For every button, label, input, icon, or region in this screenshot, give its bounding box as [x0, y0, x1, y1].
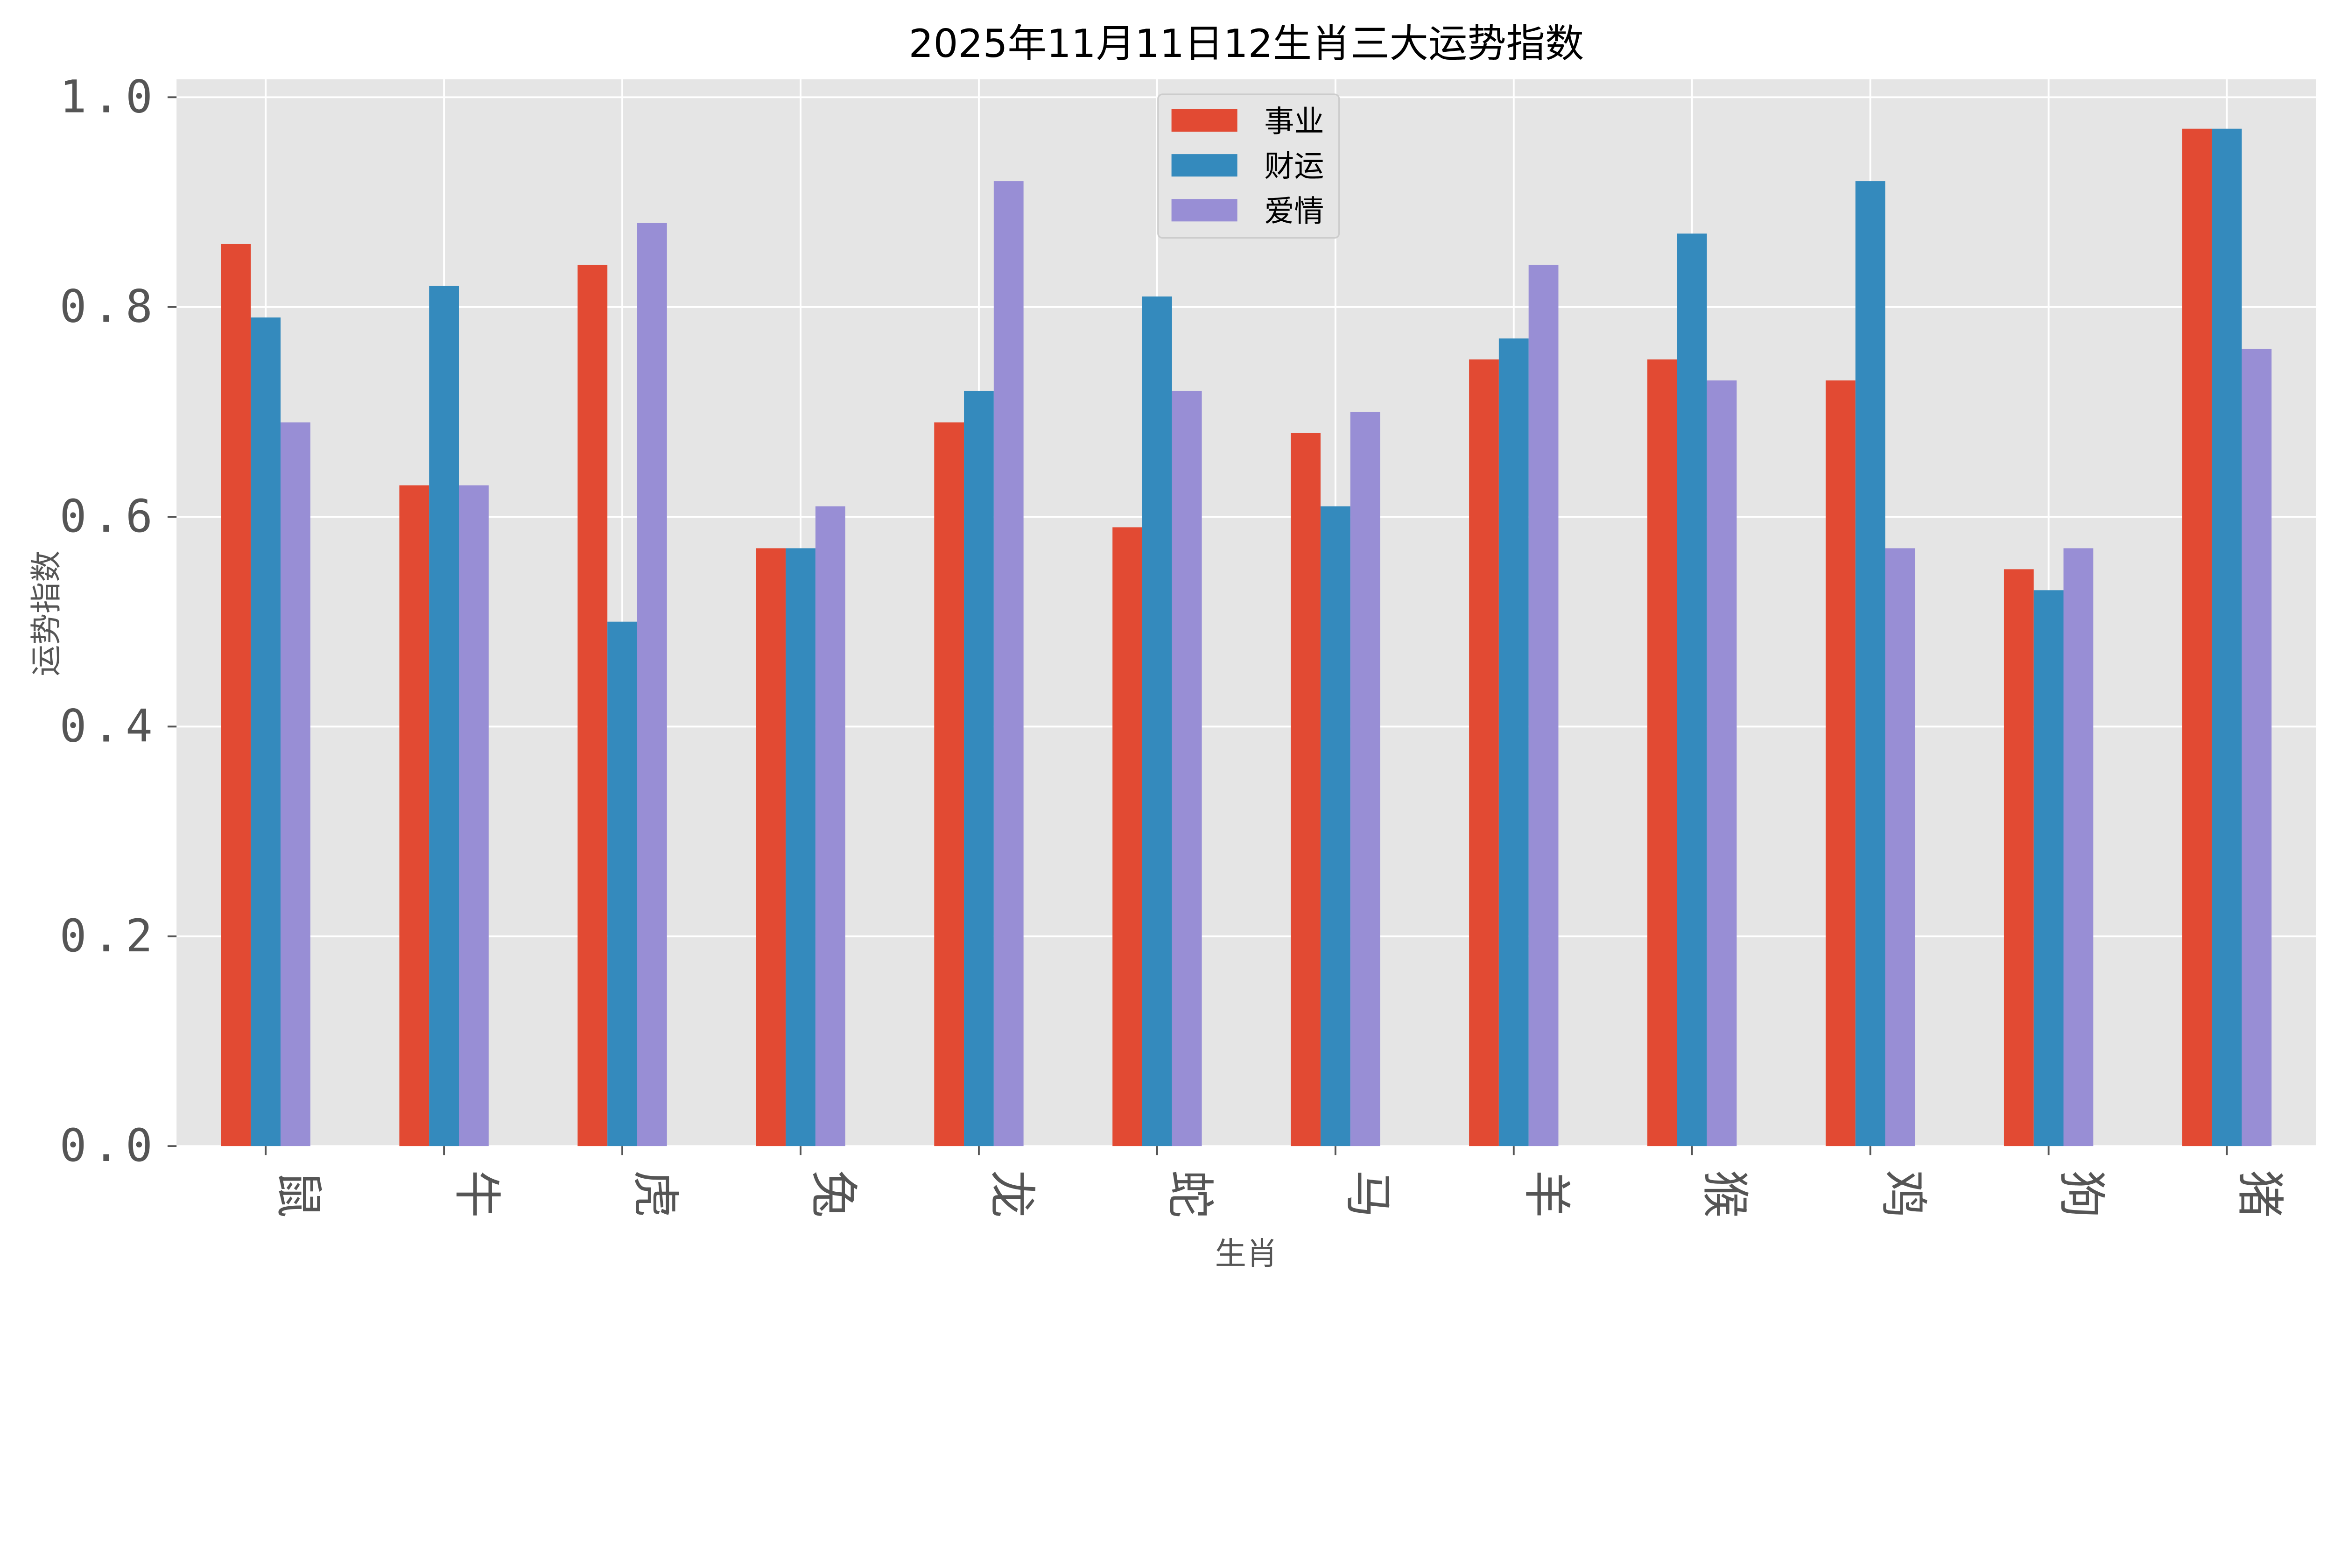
x-tick-label: 兔	[805, 1170, 861, 1218]
bar-事业-狗	[2004, 569, 2034, 1146]
x-tick-label: 猴	[1697, 1170, 1752, 1218]
x-tick-label: 牛	[449, 1170, 504, 1218]
bar-爱情-牛	[459, 485, 489, 1146]
bar-爱情-兔	[815, 506, 845, 1146]
bar-财运-鼠	[251, 317, 281, 1146]
bar-事业-羊	[1469, 359, 1499, 1146]
x-tick-label: 鼠	[270, 1170, 326, 1218]
bar-事业-龙	[934, 422, 964, 1146]
x-tick-label: 马	[1340, 1170, 1396, 1218]
legend-label: 财运	[1264, 149, 1324, 184]
bar-爱情-鸡	[1885, 548, 1915, 1146]
legend-swatch	[1171, 154, 1237, 177]
bar-事业-兔	[756, 548, 786, 1146]
bar-爱情-虎	[637, 223, 667, 1146]
bar-事业-猴	[1647, 359, 1677, 1146]
bar-财运-猪	[2212, 128, 2242, 1146]
y-tick-label: 0.0	[60, 1119, 159, 1172]
bar-财运-牛	[429, 286, 459, 1146]
bar-财运-龙	[964, 391, 994, 1146]
bar-爱情-猪	[2242, 349, 2272, 1146]
bar-chart: 0.0 0.2 0.4 0.6 0.8 1.0 鼠 牛 虎 兔 龙 蛇 马 羊 猴 鸡 狗 猪 2025年11月…	[28, 21, 2316, 1272]
bar-爱情-狗	[2063, 548, 2094, 1146]
x-axis-label: 生肖	[1215, 1235, 1278, 1272]
y-tick-label: 0.2	[60, 910, 159, 962]
y-axis: 0.0 0.2 0.4 0.6 0.8 1.0	[60, 70, 177, 1172]
x-tick-label: 羊	[1519, 1170, 1574, 1218]
bar-事业-蛇	[1112, 527, 1143, 1146]
x-tick-label: 鸡	[1875, 1170, 1931, 1218]
bar-事业-马	[1291, 433, 1321, 1146]
y-axis-label: 运势指数	[28, 550, 64, 676]
bar-财运-蛇	[1142, 296, 1172, 1146]
bar-爱情-蛇	[1172, 391, 1202, 1146]
chart-title: 2025年11月11日12生肖三大运势指数	[908, 21, 1584, 66]
bar-财运-猴	[1677, 233, 1707, 1146]
x-tick-label: 龙	[984, 1170, 1039, 1218]
y-tick-label: 0.8	[60, 281, 159, 333]
bar-事业-牛	[399, 485, 429, 1146]
legend-swatch	[1171, 199, 1237, 222]
legend-label: 爱情	[1264, 194, 1324, 229]
bar-财运-虎	[607, 621, 637, 1146]
bar-爱情-马	[1350, 412, 1380, 1146]
bar-财运-鸡	[1855, 181, 1885, 1146]
bar-事业-鸡	[1825, 380, 1856, 1146]
bar-财运-兔	[786, 548, 815, 1146]
bar-事业-猪	[2182, 128, 2212, 1146]
bars	[221, 128, 2272, 1146]
x-tick-label: 猪	[2232, 1170, 2287, 1218]
bar-财运-狗	[2033, 590, 2064, 1146]
x-tick-label: 虎	[627, 1170, 682, 1218]
x-tick-label: 狗	[2053, 1170, 2109, 1218]
bar-爱情-龙	[993, 181, 1024, 1146]
legend-swatch	[1171, 109, 1237, 132]
bar-爱情-猴	[1707, 380, 1737, 1146]
legend-label: 事业	[1264, 105, 1324, 139]
y-tick-label: 0.4	[60, 700, 159, 752]
bar-爱情-羊	[1528, 265, 1559, 1146]
y-tick-label: 1.0	[60, 70, 159, 123]
bar-爱情-鼠	[281, 422, 310, 1146]
y-tick-label: 0.6	[60, 490, 159, 542]
bar-财运-马	[1320, 506, 1350, 1146]
x-tick-label: 蛇	[1162, 1170, 1217, 1218]
bar-事业-虎	[577, 265, 608, 1146]
plot-area	[176, 79, 2316, 1146]
bar-财运-羊	[1498, 338, 1529, 1146]
x-axis: 鼠牛虎兔龙蛇马羊猴鸡狗猪	[265, 1146, 2287, 1218]
bar-事业-鼠	[221, 244, 251, 1146]
